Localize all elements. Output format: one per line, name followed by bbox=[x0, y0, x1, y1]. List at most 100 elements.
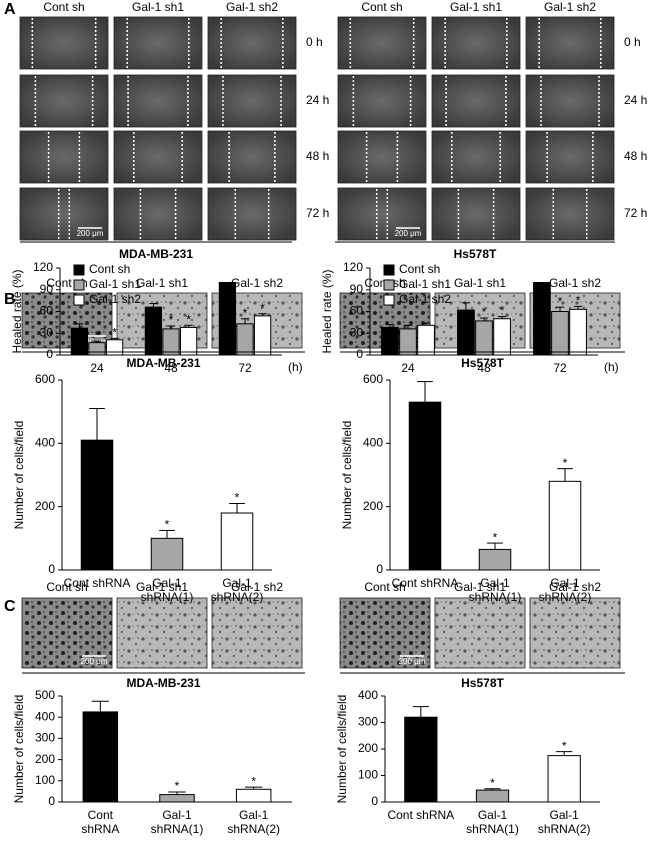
y-tick-label: 0 bbox=[356, 347, 363, 361]
y-tick-label: 60 bbox=[350, 304, 364, 318]
significance-star: * bbox=[112, 325, 117, 339]
micrograph bbox=[116, 597, 208, 669]
legend-swatch bbox=[73, 294, 85, 306]
chart-title: Hs578T bbox=[461, 356, 504, 370]
significance-star: * bbox=[175, 779, 180, 793]
micrograph bbox=[431, 187, 521, 241]
x-tick-label: Gal-1 shRNA(1) bbox=[150, 808, 204, 836]
bar bbox=[408, 401, 442, 571]
column-header: Cont sh bbox=[364, 580, 405, 594]
micrograph bbox=[207, 16, 297, 70]
scale-bar-label: 200 μm bbox=[77, 229, 104, 238]
x-tick-label: Cont shRNA bbox=[63, 576, 131, 590]
micrograph bbox=[337, 130, 427, 184]
significance-star: * bbox=[251, 774, 256, 788]
column-header: Gal-1 sh1 bbox=[454, 276, 506, 290]
legend-swatch bbox=[383, 279, 395, 291]
chart-title: MDA-MB-231 bbox=[119, 247, 193, 261]
column-header: Gal-1 sh2 bbox=[226, 0, 278, 14]
scale-bar-label: 200 μm bbox=[81, 657, 108, 666]
y-tick-label: 60 bbox=[40, 304, 54, 318]
significance-star: * bbox=[235, 491, 240, 505]
micrograph bbox=[434, 597, 526, 669]
x-tick-label: Cont shRNA bbox=[391, 576, 459, 590]
significance-star: * bbox=[260, 301, 265, 315]
significance-star: * bbox=[95, 328, 100, 342]
significance-star: * bbox=[243, 306, 248, 320]
bar bbox=[70, 327, 89, 356]
bar bbox=[253, 315, 272, 356]
column-header: Gal-1 sh1 bbox=[454, 580, 506, 594]
row-label: 72 h bbox=[624, 206, 647, 220]
y-tick-label: 200 bbox=[358, 741, 378, 755]
x-tick-label: 72 bbox=[553, 361, 567, 375]
micrograph bbox=[113, 130, 203, 184]
row-label: 24 h bbox=[624, 93, 647, 107]
bar bbox=[80, 439, 114, 571]
x-tick-label: Cont shRNA bbox=[387, 808, 455, 822]
chart-title: Hs578T bbox=[454, 247, 497, 261]
x-tick-label: 48 bbox=[164, 361, 178, 375]
chart-title: MDA-MB-231 bbox=[126, 676, 200, 690]
micrograph bbox=[337, 187, 427, 241]
x-tick-label: Gal-1 shRNA(1) bbox=[468, 576, 522, 604]
micrograph bbox=[337, 16, 427, 70]
significance-star: * bbox=[558, 294, 563, 308]
column-header: Gal-1 sh1 bbox=[450, 0, 502, 14]
bar bbox=[150, 537, 184, 571]
y-tick-label: 600 bbox=[363, 372, 383, 386]
y-tick-label: 90 bbox=[350, 282, 364, 296]
bar bbox=[417, 324, 435, 356]
bar bbox=[179, 326, 198, 356]
y-tick-label: 200 bbox=[35, 752, 55, 766]
bar bbox=[533, 282, 551, 356]
y-tick-label: 0 bbox=[48, 794, 55, 808]
micrograph bbox=[525, 74, 615, 128]
significance-star: * bbox=[186, 312, 191, 326]
significance-star: * bbox=[490, 776, 495, 790]
y-tick-label: 90 bbox=[40, 282, 54, 296]
micrograph bbox=[19, 74, 109, 128]
micrograph bbox=[207, 130, 297, 184]
scale-bar-label: 200 μm bbox=[395, 229, 422, 238]
column-header: Gal-1 sh1 bbox=[132, 0, 184, 14]
micrograph bbox=[113, 16, 203, 70]
x-tick-label: Cont shRNA bbox=[81, 808, 120, 836]
row-label: 24 h bbox=[306, 93, 329, 107]
y-tick-label: 400 bbox=[358, 688, 378, 702]
x-unit-label: (h) bbox=[604, 360, 619, 374]
x-tick-label: 24 bbox=[90, 361, 104, 375]
y-tick-label: 400 bbox=[363, 436, 383, 450]
bar bbox=[457, 309, 475, 356]
bar bbox=[218, 282, 237, 356]
x-tick-label: Gal-1 shRNA(1) bbox=[140, 576, 194, 604]
y-axis-label: Healed rate (%) bbox=[10, 269, 24, 353]
legend-swatch bbox=[383, 294, 395, 306]
significance-star: * bbox=[563, 456, 568, 470]
chart-title: MDA-MB-231 bbox=[126, 356, 200, 370]
bar bbox=[548, 480, 582, 571]
column-header: Gal-1 sh1 bbox=[136, 276, 188, 290]
column-header: Gal-1 sh2 bbox=[544, 0, 596, 14]
legend-label: Gal-1 sh1 bbox=[89, 277, 141, 291]
bar bbox=[236, 323, 254, 356]
column-header: Gal-1 sh2 bbox=[231, 276, 283, 290]
y-tick-label: 400 bbox=[35, 436, 55, 450]
bar bbox=[404, 716, 438, 803]
significance-star: * bbox=[500, 304, 505, 318]
y-tick-label: 30 bbox=[350, 325, 364, 339]
significance-star: * bbox=[482, 305, 487, 319]
bar bbox=[162, 328, 180, 356]
y-tick-label: 120 bbox=[33, 260, 53, 274]
legend-label: Gal-1 sh2 bbox=[399, 292, 451, 306]
y-tick-label: 120 bbox=[343, 260, 363, 274]
bar bbox=[547, 755, 581, 803]
x-tick-label: 24 bbox=[401, 361, 415, 375]
micrograph bbox=[21, 292, 113, 349]
row-label: 72 h bbox=[306, 206, 329, 220]
bar bbox=[220, 512, 254, 571]
x-unit-label: (h) bbox=[288, 360, 303, 374]
legend-label: Gal-1 sh2 bbox=[89, 292, 141, 306]
panel-label: B bbox=[4, 291, 16, 308]
y-tick-label: 200 bbox=[363, 499, 383, 513]
